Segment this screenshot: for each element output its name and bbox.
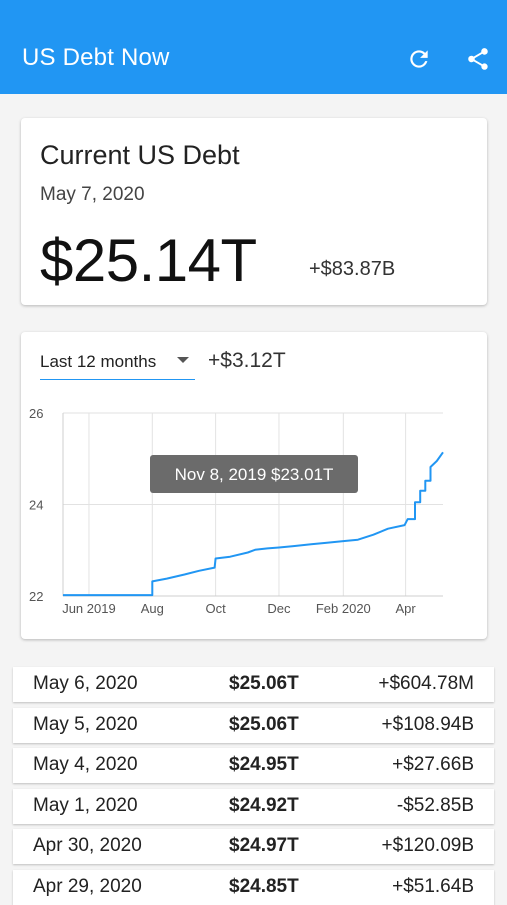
history-change: -$52.85B: [396, 794, 474, 816]
current-debt-amount: $25.14T: [40, 227, 257, 294]
x-tick-label: Dec: [267, 601, 291, 616]
x-tick-label: Feb 2020: [316, 601, 371, 616]
history-value: $24.95T: [229, 754, 299, 775]
share-icon[interactable]: [463, 44, 493, 74]
x-tick-label: Aug: [141, 601, 164, 616]
debt-line-chart[interactable]: 26 24 22 Jun 2019 Aug Oct Dec Feb 2020 Apr Nov 8,…: [21, 332, 487, 639]
history-change: +$51.64B: [392, 875, 474, 897]
current-debt-card: Current US Debt May 7, 2020 $25.14T +$83…: [21, 118, 487, 305]
series-line: [63, 451, 444, 597]
history-change: +$27.66B: [392, 754, 474, 775]
tooltip-background: [150, 455, 358, 493]
history-row[interactable]: May 5, 2020 $25.06T +$108.94B: [13, 707, 494, 743]
period-change: +$3.12T: [208, 349, 286, 372]
history-row[interactable]: Apr 29, 2020 $24.85T +$51.64B: [13, 869, 494, 905]
chevron-down-icon: [177, 357, 189, 363]
history-row[interactable]: May 6, 2020 $25.06T +$604.78M: [13, 667, 494, 702]
history-value: $24.85T: [229, 875, 299, 897]
chart-card: Last 12 months +$3.12T 26 24 22 Jun 2019 Aug…: [21, 332, 487, 639]
tooltip-text: Nov 8, 2019 $23.01T: [175, 465, 334, 484]
history-date: May 5, 2020: [33, 713, 138, 735]
chart-tooltip: Nov 8, 2019 $23.01T: [150, 455, 358, 493]
history-change: +$604.78M: [378, 673, 474, 694]
history-value: $25.06T: [229, 713, 299, 735]
period-dropdown[interactable]: Last 12 months: [40, 348, 195, 380]
history-date: May 1, 2020: [33, 794, 138, 816]
y-tick-label: 26: [29, 406, 43, 421]
card-heading: Current US Debt: [40, 140, 240, 170]
app-title: US Debt Now: [22, 44, 170, 71]
period-label: Last 12 months: [40, 352, 157, 371]
refresh-icon[interactable]: [404, 44, 434, 74]
y-tick-label: 22: [29, 589, 43, 604]
history-date: Apr 30, 2020: [33, 835, 142, 856]
daily-change: +$83.87B: [309, 258, 396, 280]
history-date: May 4, 2020: [33, 754, 138, 775]
history-value: $24.92T: [229, 794, 299, 816]
history-date: Apr 29, 2020: [33, 875, 142, 897]
history-row[interactable]: May 1, 2020 $24.92T -$52.85B: [13, 788, 494, 824]
x-tick-label: Oct: [206, 601, 227, 616]
x-tick-label: Apr: [396, 601, 417, 616]
history-value: $24.97T: [229, 835, 299, 856]
y-tick-label: 24: [29, 498, 43, 513]
app-bar: US Debt Now: [0, 0, 507, 94]
history-row[interactable]: Apr 30, 2020 $24.97T +$120.09B: [13, 829, 494, 864]
history-change: +$108.94B: [381, 713, 474, 735]
history-value: $25.06T: [229, 673, 299, 694]
history-date: May 6, 2020: [33, 673, 138, 694]
current-date: May 7, 2020: [40, 184, 145, 205]
history-change: +$120.09B: [381, 835, 474, 856]
x-tick-label: Jun 2019: [62, 601, 116, 616]
history-row[interactable]: May 4, 2020 $24.95T +$27.66B: [13, 748, 494, 783]
